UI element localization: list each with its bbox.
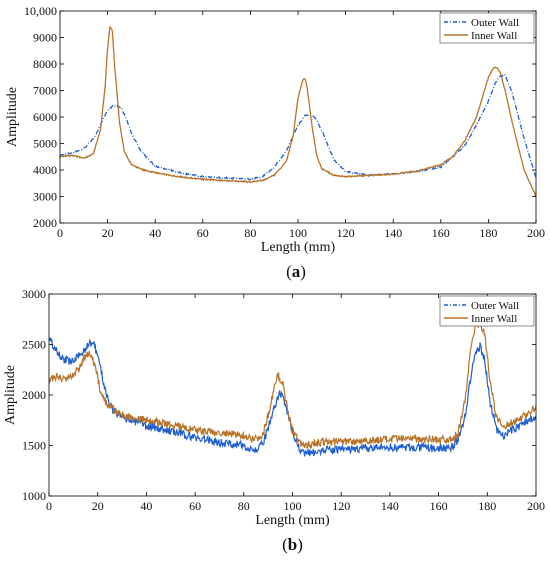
series-line-inner-wall <box>60 26 536 198</box>
y-tick-label: 6000 <box>33 110 57 124</box>
x-tick-label: 140 <box>384 226 402 240</box>
series-line-outer-wall <box>60 73 536 181</box>
y-tick-label: 8000 <box>33 57 57 71</box>
x-tick-label: 120 <box>337 226 355 240</box>
x-tick-label: 160 <box>430 499 448 513</box>
panel-caption: (a) <box>286 262 306 281</box>
y-tick-label: 2000 <box>33 216 57 230</box>
y-tick-label: 3000 <box>33 190 57 204</box>
x-tick-label: 0 <box>46 499 52 513</box>
x-tick-label: 200 <box>527 226 545 240</box>
legend-label-inner-wall: Inner Wall <box>471 30 517 42</box>
x-tick-label: 60 <box>197 226 209 240</box>
x-tick-label: 20 <box>102 226 114 240</box>
x-tick-label: 180 <box>479 226 497 240</box>
x-tick-label: 180 <box>478 499 496 513</box>
x-tick-label: 100 <box>284 499 302 513</box>
x-tick-label: 0 <box>57 226 63 240</box>
x-tick-label: 40 <box>140 499 152 513</box>
y-tick-label: 1500 <box>22 439 46 453</box>
y-axis-label: Amplitude <box>3 365 18 425</box>
y-tick-label: 2500 <box>22 338 46 352</box>
y-tick-label: 3000 <box>22 287 46 301</box>
x-tick-label: 40 <box>149 226 161 240</box>
legend-box <box>439 12 535 44</box>
y-tick-label: 7000 <box>33 84 57 98</box>
x-tick-label: 80 <box>244 226 256 240</box>
legend-label-inner-wall: Inner Wall <box>471 313 517 325</box>
legend-label-outer-wall: Outer Wall <box>471 17 519 29</box>
legend-label-outer-wall: Outer Wall <box>471 300 519 312</box>
x-tick-label: 120 <box>332 499 350 513</box>
x-axis-label: Length (mm) <box>255 513 330 528</box>
y-tick-label: 5000 <box>33 137 57 151</box>
x-axis-label: Length (mm) <box>261 240 336 255</box>
series-line-inner-wall <box>49 319 536 449</box>
series-group <box>49 319 536 457</box>
x-tick-label: 160 <box>432 226 450 240</box>
y-tick-label: 10,000 <box>24 4 57 18</box>
x-tick-label: 100 <box>289 226 307 240</box>
series-line-outer-wall <box>49 337 536 457</box>
y-tick-label: 1000 <box>22 489 46 503</box>
y-tick-label: 9000 <box>33 31 57 45</box>
x-tick-label: 20 <box>92 499 104 513</box>
y-tick-label: 4000 <box>33 163 57 177</box>
chart-panel-a: 0 20 40 60 80 100 120 140 160 180 200 2000 3000 4000 5… <box>5 4 545 281</box>
chart-panel-b: 0 20 40 60 80 100 120 140 160 180 200 1000 1500 2000 2… <box>3 287 545 554</box>
x-tick-label: 80 <box>238 499 250 513</box>
panel-caption: (b) <box>282 535 303 554</box>
legend-box <box>439 295 535 327</box>
y-axis-label: Amplitude <box>5 87 20 147</box>
x-tick-label: 200 <box>527 499 545 513</box>
x-tick-label: 140 <box>381 499 399 513</box>
x-tick-label: 60 <box>189 499 201 513</box>
series-group <box>60 26 536 198</box>
y-tick-label: 2000 <box>22 388 46 402</box>
